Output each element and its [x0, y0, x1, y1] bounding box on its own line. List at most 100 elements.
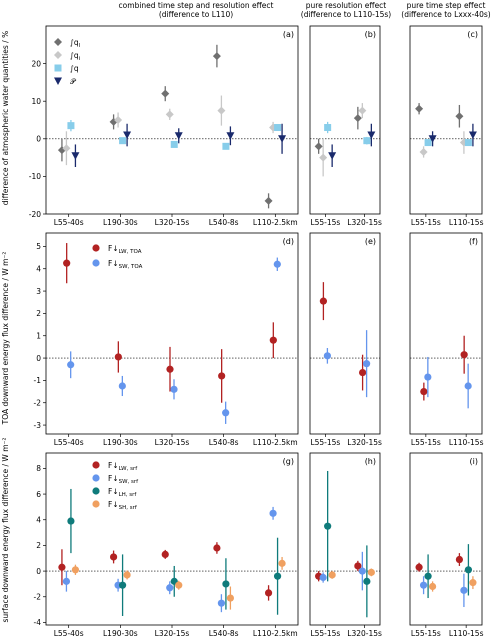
column-title-3-line2: (difference to Lxxx-40s) — [401, 10, 491, 19]
data-point — [314, 142, 323, 151]
data-point — [114, 116, 123, 124]
panel-frame — [409, 25, 483, 215]
x-tick-label: L320-15s — [347, 218, 382, 227]
data-point — [109, 553, 118, 561]
x-tick-label: L110-15s — [449, 438, 484, 447]
row-ylabel-toa: TOA downward energy flux difference / W … — [1, 252, 10, 426]
data-point — [217, 106, 226, 115]
data-point — [354, 562, 362, 570]
data-point — [165, 110, 174, 119]
y-tick-label: -10 — [29, 172, 41, 181]
legend-marker — [92, 487, 100, 495]
legend-marker — [54, 77, 62, 85]
data-point — [67, 122, 75, 130]
data-point — [62, 144, 71, 153]
row-ylabel-water: difference of atmospheric water quantiti… — [1, 31, 10, 205]
legend-label: F↓LW, srf — [108, 461, 138, 472]
panel-letter: (e) — [365, 237, 376, 246]
panel-letter: (c) — [467, 30, 478, 39]
data-point — [424, 373, 432, 381]
panel-frame — [409, 452, 483, 626]
data-point — [273, 260, 281, 268]
data-point — [226, 132, 235, 140]
x-tick-label: L55-15s — [310, 438, 340, 447]
data-point — [353, 114, 362, 123]
data-point — [269, 509, 277, 517]
data-point — [212, 52, 221, 61]
y-tick-label: 4 — [36, 265, 41, 274]
data-point — [324, 522, 332, 530]
data-point — [324, 124, 332, 132]
legend-label: F↓SW, TOA — [108, 259, 143, 270]
x-tick-label: L320-15s — [155, 629, 190, 638]
data-point — [358, 567, 366, 575]
data-point — [469, 579, 477, 587]
data-point — [161, 89, 170, 98]
x-tick-label: L540-8s — [209, 629, 239, 638]
x-tick-label: L55-15s — [411, 218, 441, 227]
y-tick-label: 0 — [36, 135, 41, 144]
data-point — [123, 131, 132, 140]
data-point — [123, 571, 131, 579]
x-tick-label: L320-15s — [155, 218, 190, 227]
data-point — [119, 137, 127, 145]
data-point — [415, 563, 423, 571]
panel-h: (h) L55-15s L320-15s — [309, 452, 382, 638]
panel-frame — [409, 232, 483, 435]
column-title-2-line1: pure resolution effect — [306, 1, 387, 10]
x-tick-label: L540-8s — [209, 438, 239, 447]
data-point — [328, 571, 336, 579]
legend-label: 𝒫 — [70, 77, 77, 86]
data-point — [58, 563, 66, 571]
column-title-1-line1: combined time step and resolution effect — [119, 1, 274, 10]
data-point — [63, 259, 71, 267]
legend-marker — [92, 474, 100, 482]
y-tick-label: 8 — [36, 464, 41, 473]
data-point — [464, 566, 473, 574]
data-point — [363, 137, 371, 145]
y-tick-label: -1 — [34, 376, 42, 385]
y-tick-label: 6 — [36, 490, 41, 499]
panel-d: (d) -3 -2 -1 0 1 2 3 4 5 L55-40s L190-30s L320-15s L5… — [34, 232, 299, 447]
data-point — [359, 368, 367, 377]
panel-g: (g) -4 -2 0 2 4 6 8 L55-40s L190-30s L320-15s L540-… — [34, 452, 299, 638]
y-tick-label: 10 — [31, 97, 41, 106]
legend-label: ∫ql — [70, 38, 81, 49]
data-point — [222, 142, 230, 150]
data-point — [170, 385, 178, 393]
data-point — [264, 589, 273, 597]
data-point — [460, 351, 468, 359]
data-point — [170, 140, 178, 148]
panel-f: (f) L55-15s L110-15s — [409, 232, 484, 447]
panel-letter: (f) — [469, 237, 478, 246]
x-tick-label: L55-15s — [411, 438, 441, 447]
data-point — [428, 582, 437, 591]
panel-frame — [45, 452, 299, 626]
data-point — [319, 573, 327, 582]
x-tick-label: L55-15s — [310, 629, 340, 638]
data-point — [67, 361, 75, 369]
data-point — [226, 594, 235, 602]
panel-frame — [45, 232, 299, 435]
x-tick-label: L320-15s — [155, 438, 190, 447]
panel-frame — [309, 25, 381, 215]
legend-label: F↓LH, srf — [108, 487, 137, 498]
panel-frame — [45, 25, 299, 215]
data-point — [166, 584, 174, 592]
data-point — [464, 382, 472, 390]
y-tick-label: -2 — [34, 399, 42, 408]
data-point — [218, 372, 226, 380]
data-point — [174, 132, 183, 140]
data-point — [269, 336, 277, 344]
x-tick-label: L110-15s — [449, 629, 484, 638]
legend-marker — [92, 244, 100, 252]
y-tick-label: -4 — [34, 618, 42, 627]
x-tick-label: L55-15s — [310, 218, 340, 227]
y-tick-label: 1 — [36, 332, 41, 341]
x-tick-label: L190-30s — [103, 629, 138, 638]
data-point — [363, 360, 371, 368]
x-tick-label: L110-15s — [449, 218, 484, 227]
y-tick-label: 2 — [36, 541, 41, 550]
